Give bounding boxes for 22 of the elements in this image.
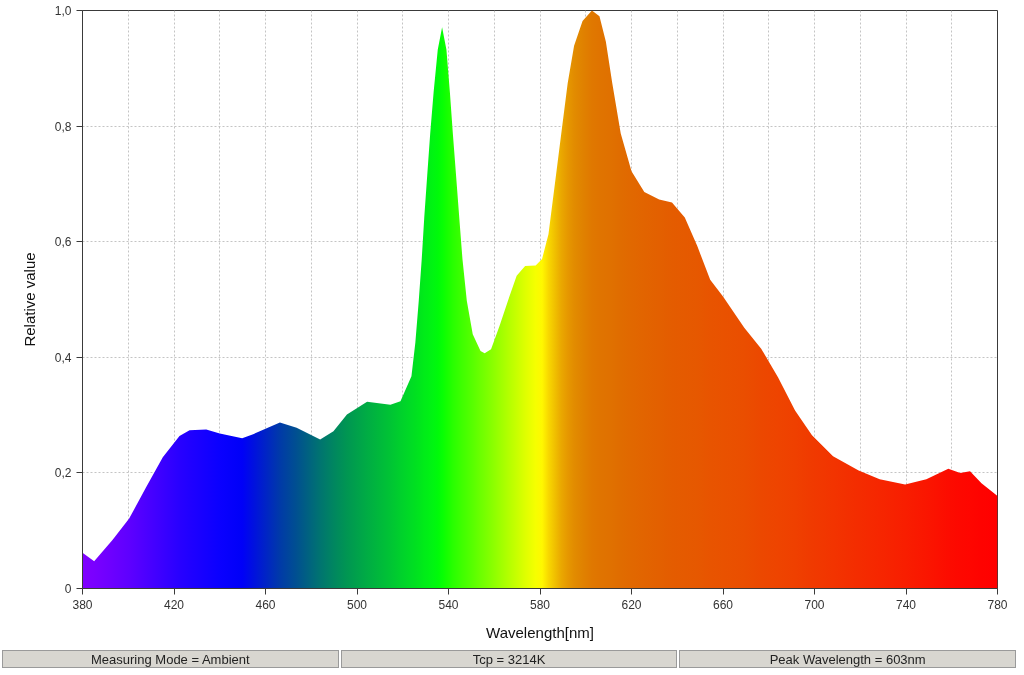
x-tick-label: 380 — [72, 597, 93, 612]
x-tick-label: 460 — [255, 597, 276, 612]
x-tick-label: 700 — [804, 597, 825, 612]
y-tick-label: 0,4 — [54, 350, 72, 365]
y-tick-label: 0,2 — [54, 466, 72, 481]
x-tick-label: 580 — [529, 597, 551, 612]
y-tick-label: 0,6 — [54, 235, 72, 250]
x-tick-label: 540 — [438, 597, 459, 612]
x-tick-label: 780 — [987, 597, 1008, 612]
x-tick-label: 740 — [895, 597, 917, 612]
y-tick-label: 0 — [64, 582, 72, 596]
x-axis-title: Wavelength[nm] — [486, 623, 594, 641]
x-tick-label: 660 — [712, 597, 734, 612]
text: Measuring Mode = Ambient — [2, 650, 339, 668]
text: Peak Wavelength = 603nm — [679, 650, 1017, 668]
x-tick-label: 620 — [621, 597, 642, 612]
text: Tcp = 3214K — [340, 650, 678, 668]
x-tick-label: 500 — [346, 597, 368, 612]
y-axis-title: Relative value — [20, 252, 38, 347]
x-tick-label: 420 — [163, 597, 185, 612]
y-tick-label: 1,0 — [54, 4, 72, 18]
y-tick-label: 0,8 — [54, 119, 72, 134]
